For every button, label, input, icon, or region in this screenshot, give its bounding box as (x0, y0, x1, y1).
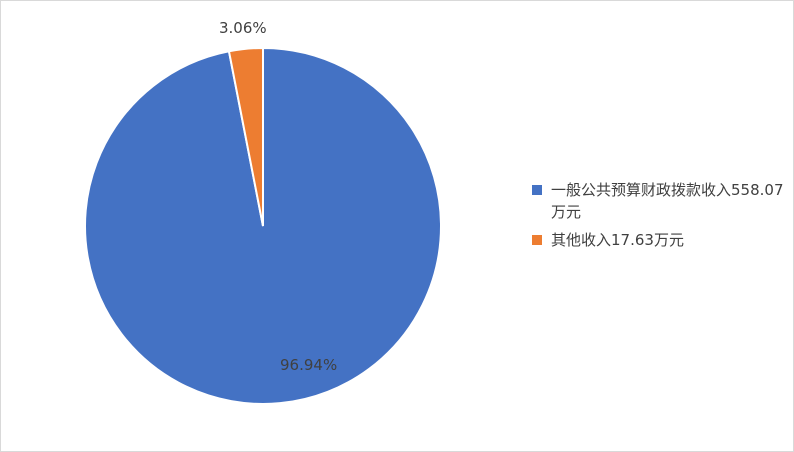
legend-item-0: 一般公共预算财政拨款收入558.07万元 (532, 179, 792, 223)
legend-swatch-1 (532, 235, 542, 245)
legend: 一般公共预算财政拨款收入558.07万元 其他收入17.63万元 (532, 179, 792, 257)
legend-text-1: 其他收入17.63万元 (551, 231, 684, 249)
pie-slice-1 (227, 46, 264, 227)
legend-item-1: 其他收入17.63万元 (532, 229, 792, 251)
data-label-1: 3.06% (219, 19, 267, 37)
data-label-0: 96.94% (280, 356, 338, 374)
legend-swatch-0 (532, 185, 542, 195)
legend-text-0: 一般公共预算财政拨款收入558.07万元 (551, 181, 784, 221)
